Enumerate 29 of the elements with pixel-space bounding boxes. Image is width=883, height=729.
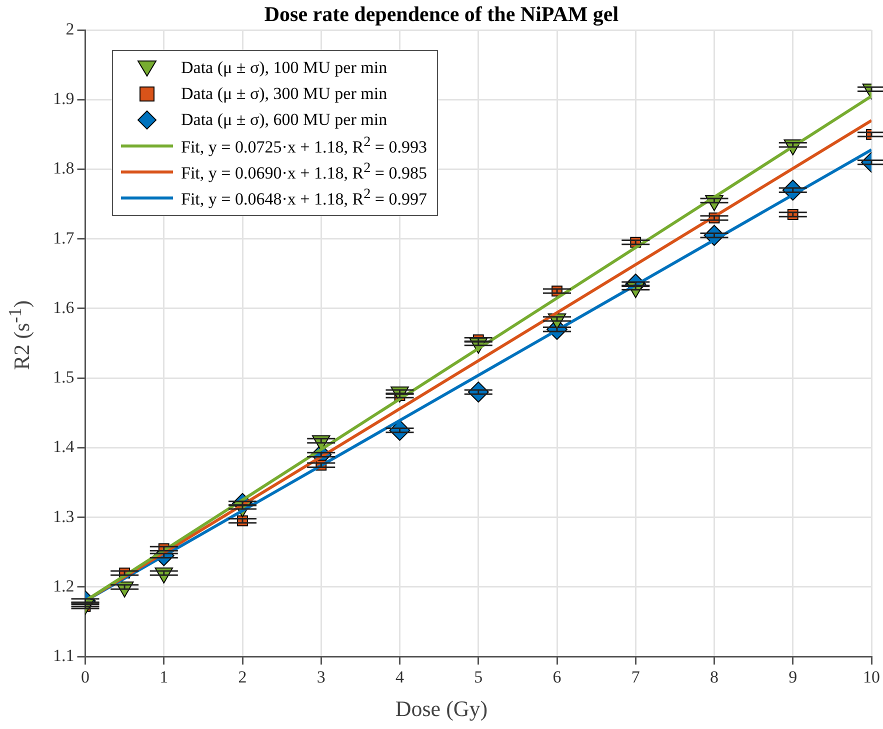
x-tick-label: 5 (474, 667, 483, 686)
y-tick-label: 1.1 (53, 646, 74, 666)
y-tick-label: 1.9 (53, 89, 74, 108)
x-tick-label: 8 (710, 667, 718, 686)
y-tick-label: 2 (66, 19, 74, 38)
x-tick-label: 4 (396, 667, 404, 686)
legend-label: Fit, y = 0.0725·x + 1.18, R$^{2}$ = 0.993 (181, 134, 427, 158)
x-tick-label: 1 (160, 667, 168, 686)
x-tick-label: 2 (238, 667, 247, 686)
legend-label: Data (μ ± σ), 600 MU per min (181, 110, 388, 130)
legend-label: Data (μ ± σ), 100 MU per min (181, 58, 388, 78)
y-tick-label: 1.3 (53, 506, 74, 526)
y-tick-label: 1.7 (53, 228, 75, 248)
legend-label: Data (μ ± σ), 300 MU per min (181, 84, 388, 104)
x-axis-title: Dose (Gy) (394, 696, 489, 722)
legend-label: Fit, y = 0.0648·x + 1.18, R$^{2}$ = 0.997 (181, 186, 427, 210)
x-tick-label: 0 (81, 667, 90, 686)
y-tick-label: 1.6 (53, 298, 74, 317)
x-tick-label: 10 (863, 667, 880, 686)
x-tick-label: 6 (552, 667, 562, 686)
x-tick-label: 9 (788, 667, 798, 686)
y-tick-label: 1.2 (53, 576, 74, 596)
y-tick-label: 1.5 (53, 368, 74, 387)
y-tick-label: 1.8 (53, 158, 74, 178)
x-tick-label: 7 (631, 667, 640, 686)
chart-title: Dose rate dependence of the NiPAM gel (264, 2, 619, 26)
y-tick-label: 1.4 (53, 437, 75, 456)
x-tick-label: 3 (316, 667, 326, 686)
legend-label: Fit, y = 0.0690·x + 1.18, R$^{2}$ = 0.985 (181, 160, 427, 184)
